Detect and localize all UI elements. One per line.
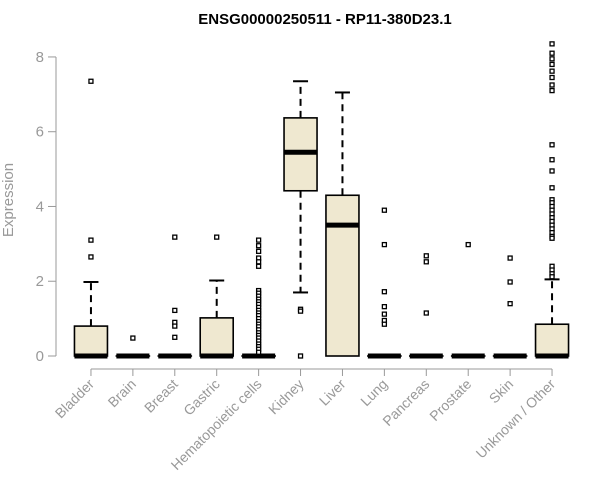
outlier-point xyxy=(507,255,513,261)
outlier-point xyxy=(549,168,555,174)
outlier-point xyxy=(255,349,262,355)
outlier-point xyxy=(549,142,555,148)
outlier-point xyxy=(507,301,513,307)
chart-title: ENSG00000250511 - RP11-380D23.1 xyxy=(198,11,452,28)
outlier-point xyxy=(172,323,178,329)
outlier-point xyxy=(549,68,555,74)
outlier-point xyxy=(549,41,555,47)
outlier-point xyxy=(297,353,304,359)
x-tick-label: Unknown / Other xyxy=(473,376,559,462)
outlier-point xyxy=(88,237,94,243)
outlier-point xyxy=(507,279,513,285)
box-brain xyxy=(115,335,151,359)
box-prostate xyxy=(450,241,486,359)
outlier-point xyxy=(297,308,304,314)
x-tick-label: Kidney xyxy=(265,376,307,418)
outlier-point xyxy=(172,307,178,314)
box-hematopoietic-cells xyxy=(241,237,276,359)
box-breast xyxy=(157,234,193,359)
outlier-point xyxy=(549,87,555,94)
outlier-point xyxy=(214,234,220,240)
y-axis-label: Expression xyxy=(0,163,17,237)
outlier-point xyxy=(255,259,262,265)
outlier-point xyxy=(88,254,94,260)
outlier-point xyxy=(172,234,178,240)
outlier-point xyxy=(255,243,262,249)
outlier-point xyxy=(549,235,555,241)
outlier-point xyxy=(549,274,555,280)
outlier-point xyxy=(549,74,555,81)
y-tick-label: 6 xyxy=(36,124,44,141)
y-tick-label: 0 xyxy=(36,348,44,365)
outlier-point xyxy=(465,241,471,248)
x-tick-label: Prostate xyxy=(426,376,474,424)
box-body xyxy=(199,317,235,357)
outlier-point xyxy=(381,241,388,248)
outlier-point xyxy=(255,248,262,254)
outlier-point xyxy=(381,321,388,327)
box-gastric xyxy=(199,234,235,359)
outlier-point xyxy=(549,61,555,68)
outlier-point xyxy=(172,334,178,340)
y-tick-label: 8 xyxy=(36,49,44,66)
outlier-point xyxy=(549,82,555,88)
outlier-point xyxy=(255,263,262,269)
x-tick-label: Liver xyxy=(316,376,349,409)
x-tick-label: Lung xyxy=(357,376,390,409)
outlier-point xyxy=(549,185,555,191)
x-tick-label: Skin xyxy=(486,376,517,407)
outlier-point xyxy=(423,253,429,259)
box-unknown-other xyxy=(534,41,570,359)
box-kidney xyxy=(283,80,318,359)
x-tick-label: Breast xyxy=(141,376,181,416)
y-tick-label: 4 xyxy=(36,198,44,215)
x-tick-label: Bladder xyxy=(52,376,98,422)
outlier-point xyxy=(130,335,136,341)
y-tick-label: 2 xyxy=(36,273,44,290)
x-tick-label: Brain xyxy=(105,376,139,410)
outlier-point xyxy=(423,310,429,316)
box-body xyxy=(534,323,570,357)
x-tick-label: Pancreas xyxy=(379,376,432,429)
outlier-point xyxy=(549,157,555,163)
outlier-point xyxy=(381,304,388,310)
box-liver xyxy=(325,91,360,357)
box-body xyxy=(325,194,360,357)
outlier-point xyxy=(549,56,555,62)
box-skin xyxy=(492,255,528,359)
box-pancreas xyxy=(408,253,444,359)
box-lung xyxy=(367,207,402,359)
outlier-point xyxy=(549,50,555,56)
box-bladder xyxy=(73,78,109,359)
outlier-point xyxy=(381,207,388,213)
y-axis: 0 2 4 6 8 xyxy=(36,49,57,365)
outlier-point xyxy=(381,289,388,295)
outlier-point xyxy=(423,259,429,265)
outlier-point xyxy=(255,237,262,243)
outlier-point xyxy=(88,78,94,84)
boxes-layer xyxy=(73,41,570,359)
box-body xyxy=(73,325,109,357)
outlier-point xyxy=(381,311,388,317)
